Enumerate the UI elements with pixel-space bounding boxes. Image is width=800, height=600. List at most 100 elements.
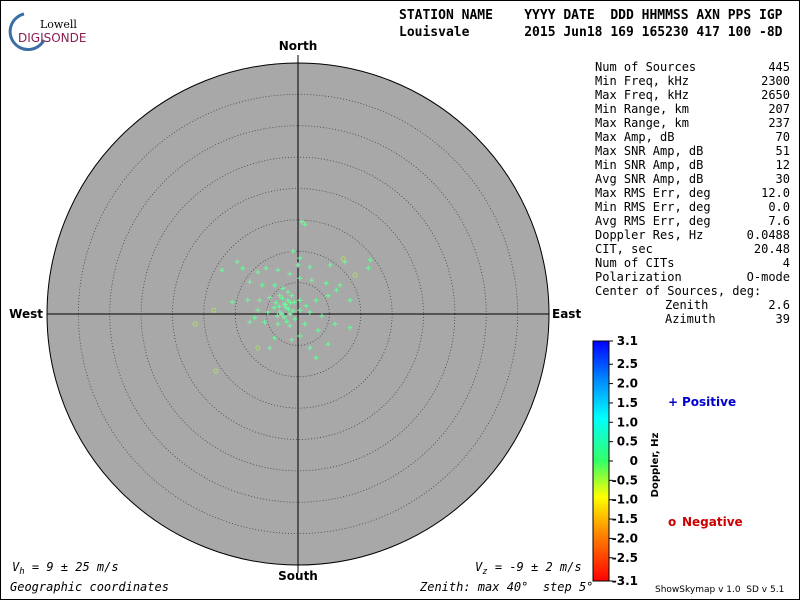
source-positive: [307, 309, 313, 315]
source-positive: [287, 311, 293, 317]
source-positive: [281, 314, 287, 320]
source-positive: [285, 297, 291, 303]
source-positive: [332, 321, 338, 327]
colorbar-tick-label: 1.5: [617, 396, 638, 410]
source-positive: [245, 297, 251, 303]
colorbar-tick-label: -3.1: [612, 574, 638, 588]
source-negative: [211, 307, 217, 313]
stat-label: Avg RMS Err, deg: [595, 214, 711, 228]
stat-value: 20.48: [754, 242, 790, 256]
stat-value: 0.0488: [747, 228, 790, 242]
stat-value: O-mode: [747, 270, 790, 284]
stat-value: 2300: [761, 74, 790, 88]
legend-marker: +: [668, 395, 678, 409]
colorbar-tick-label: -2.5: [612, 551, 638, 565]
center-label: Azimuth: [665, 312, 716, 326]
dir-west: West: [9, 307, 43, 321]
source-positive: [234, 259, 240, 265]
source-positive: [229, 299, 235, 305]
colorbar-tick-label: -1.0: [612, 493, 638, 507]
logo-top: Lowell: [40, 18, 77, 31]
colorbar-tick-label: 2.0: [617, 377, 638, 391]
source-positive: [303, 303, 309, 309]
stat-label: Min Freq, kHz: [595, 74, 689, 88]
vz-symbol: V: [475, 560, 483, 574]
source-positive: [307, 264, 313, 270]
source-positive: [287, 300, 293, 306]
stat-label: Num of CITs: [595, 256, 674, 270]
center-title: Center of Sources, deg:: [595, 284, 761, 298]
source-positive: [291, 299, 297, 305]
colorbar-tick-label: 1.0: [617, 415, 638, 429]
center-value: 2.6: [768, 298, 790, 312]
source-positive: [267, 295, 273, 301]
source-positive: [280, 285, 286, 291]
source-negative: [255, 345, 261, 351]
colorbar-tick-label: 0.5: [617, 435, 638, 449]
header-values: Louisvale 2015 Jun18 169 165230 417 100 …: [399, 25, 783, 40]
source-positive: [325, 293, 331, 299]
vz-sub: z: [482, 567, 487, 577]
source-positive: [315, 327, 321, 333]
source-positive: [287, 271, 293, 277]
colorbar-tick-label: 0: [630, 454, 638, 468]
source-positive: [240, 265, 246, 271]
source-positive: [290, 308, 296, 314]
source-positive: [367, 257, 373, 263]
stat-label: Min RMS Err, deg: [595, 200, 711, 214]
source-positive: [365, 265, 371, 271]
source-positive: [275, 321, 281, 327]
stat-label: Max SNR Amp, dB: [595, 144, 703, 158]
vh-text: = 9 ± 25 m/s: [25, 560, 119, 574]
source-positive: [247, 279, 253, 285]
stat-label: Min SNR Amp, dB: [595, 158, 703, 172]
source-positive: [297, 297, 303, 303]
coords: Geographic coordinates: [10, 580, 169, 594]
colorbar-label: Doppler, Hz: [650, 433, 661, 498]
vz: Vz = -9 ± 2 m/s: [475, 560, 582, 577]
source-negative: [213, 368, 219, 374]
source-negative: [352, 272, 358, 278]
source-positive: [271, 305, 277, 311]
source-positive: [292, 316, 298, 322]
source-positive: [299, 219, 305, 225]
source-positive: [297, 307, 303, 313]
source-positive: [277, 293, 283, 299]
stat-label: CIT, sec: [595, 242, 653, 256]
source-positive: [282, 302, 288, 308]
center-value: 39: [776, 312, 790, 326]
source-positive: [302, 221, 308, 227]
source-positive: [327, 262, 333, 268]
source-positive: [262, 319, 268, 325]
stat-value: 445: [768, 60, 790, 74]
stat-value: 0.0: [768, 200, 790, 214]
source-positive: [302, 321, 308, 327]
stat-value: 4: [783, 256, 790, 270]
stat-label: Avg SNR Amp, dB: [595, 172, 703, 186]
source-positive: [284, 319, 290, 325]
stat-label: Max Freq, kHz: [595, 88, 689, 102]
stat-label: Polarization: [595, 270, 682, 284]
source-positive: [289, 337, 295, 343]
stat-value: 237: [768, 116, 790, 130]
source-positive: [309, 277, 315, 283]
colorbar-tick-label: -2.0: [612, 531, 638, 545]
source-positive: [285, 289, 291, 295]
source-positive: [325, 341, 331, 347]
legend-label: Negative: [682, 515, 743, 529]
source-negative: [340, 256, 346, 262]
source-positive: [255, 269, 261, 275]
stat-label: Max Range, km: [595, 116, 689, 130]
source-positive: [255, 307, 261, 313]
source-positive: [274, 313, 280, 319]
colorbar-tick-label: 2.5: [617, 357, 638, 371]
stat-value: 70: [776, 130, 790, 144]
stat-label: Doppler Res, Hz: [595, 228, 703, 242]
source-positive: [319, 313, 325, 319]
stat-value: 2650: [761, 88, 790, 102]
source-positive: [290, 248, 296, 254]
source-positive: [297, 255, 303, 261]
stat-label: Max RMS Err, deg: [595, 186, 711, 200]
source-negative: [192, 321, 198, 327]
